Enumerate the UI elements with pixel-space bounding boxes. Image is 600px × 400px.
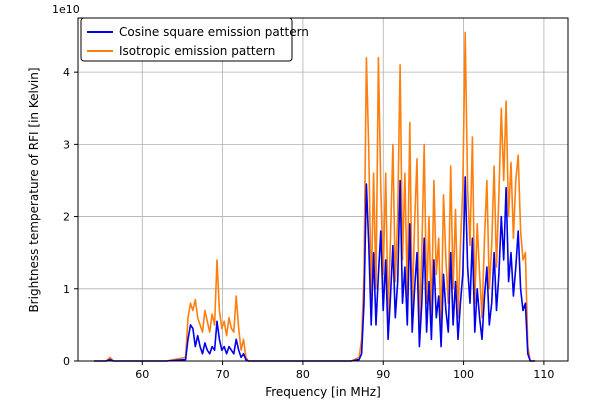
legend-label-isotropic: Isotropic emission pattern: [119, 44, 275, 58]
x-tick-label: 90: [376, 368, 390, 381]
y-tick-label: 2: [63, 211, 70, 224]
x-tick-label: 70: [216, 368, 230, 381]
y-axis-label: Brightness temperature of RFI [in Kelvin…: [27, 67, 41, 312]
x-tick-label: 110: [533, 368, 554, 381]
y-tick-label: 3: [63, 138, 70, 151]
legend-box: [80, 17, 293, 62]
x-axis-label: Frequency [in MHz]: [265, 385, 381, 399]
tick-layer: 60 70 80 90 100 110 0 1 2 3 4: [63, 66, 554, 381]
legend: Cosine square emission pattern Isotropic…: [80, 17, 309, 62]
plot-frame: [77, 17, 569, 362]
legend-label-cosine: Cosine square emission pattern: [119, 25, 309, 39]
series-line-cosine: [94, 176, 536, 362]
y-tick-label: 1: [63, 283, 70, 296]
x-tick-label: 60: [135, 368, 149, 381]
series-layer: [94, 31, 536, 362]
series-line-isotropic: [94, 31, 536, 362]
y-offset-text: 1e10: [52, 3, 80, 16]
x-tick-label: 80: [296, 368, 310, 381]
y-tick-label: 4: [63, 66, 70, 79]
y-tick-label: 0: [63, 355, 70, 368]
x-tick-label: 100: [453, 368, 474, 381]
